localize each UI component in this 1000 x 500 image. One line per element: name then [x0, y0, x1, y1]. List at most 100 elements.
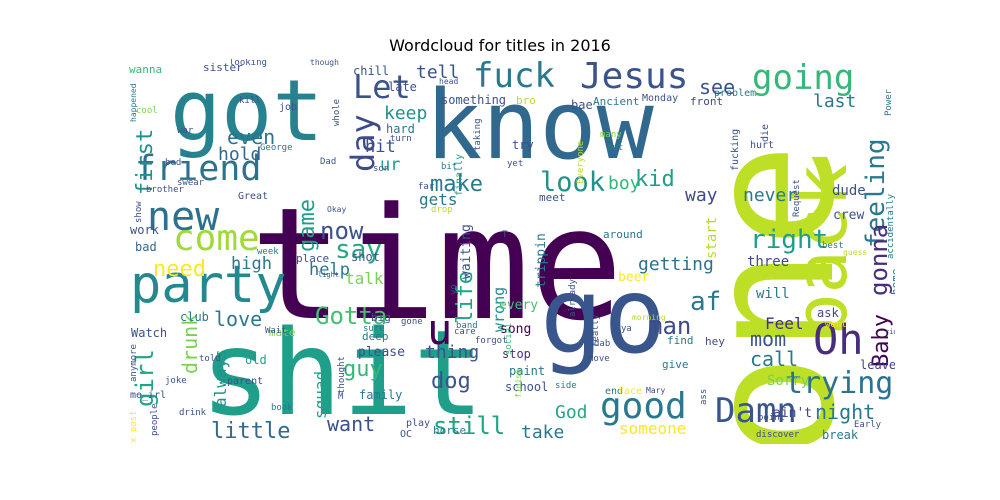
word-look: look	[540, 167, 606, 198]
word-around: around	[603, 228, 643, 241]
word-family: family	[359, 388, 403, 402]
word-die: die	[760, 123, 771, 142]
word-t: T	[502, 230, 508, 240]
word-watch: Watch	[131, 326, 168, 340]
word-damn: Damn	[715, 391, 797, 431]
word-hit: hit	[365, 137, 396, 157]
word-finish: finish	[514, 368, 523, 398]
word-mate: mate	[269, 326, 296, 339]
word-leave: leave	[860, 358, 895, 372]
word-something: something	[441, 93, 507, 107]
word-good: good	[600, 386, 687, 427]
word-come: come	[173, 218, 260, 259]
word-three: three	[747, 254, 790, 270]
word-best: best	[822, 241, 844, 251]
word-already: already	[568, 278, 578, 317]
word-song: song	[500, 322, 532, 337]
word-war: war	[177, 126, 194, 136]
word-someone: someone	[619, 419, 687, 438]
word-hey: hey	[705, 335, 725, 348]
word-me-irl: me_irl	[130, 390, 167, 401]
word-everyone: Everyone	[576, 140, 586, 185]
word-swear: swear	[177, 178, 205, 188]
word-dude: dude	[832, 183, 866, 199]
word-job: job	[279, 102, 298, 113]
word-party: party	[130, 255, 287, 315]
word-chill: chill	[353, 64, 390, 78]
word-gotta: Gotta	[315, 302, 388, 330]
word-book: book	[271, 403, 293, 413]
word-hold: hold	[218, 144, 262, 165]
word-little: little	[211, 419, 291, 444]
word-make: make	[430, 172, 483, 197]
word-parent: parent	[227, 376, 264, 387]
word-guy: guy	[343, 357, 383, 382]
word-son: son	[373, 164, 390, 174]
word-work: work	[130, 223, 159, 237]
word-say: say	[335, 235, 382, 265]
word-problem: problem	[714, 88, 757, 99]
word-crew: crew	[833, 208, 865, 223]
word-week: week	[257, 247, 279, 257]
word-yet: yet	[507, 159, 524, 169]
word-love: love	[214, 307, 263, 331]
word-got: got	[170, 62, 324, 161]
word-kid: kid	[635, 167, 675, 192]
word-side: side	[555, 381, 577, 391]
word-people: people	[150, 403, 160, 437]
word-put: put	[607, 143, 624, 153]
word-home: home	[889, 268, 895, 296]
word-forgot: forgot	[475, 336, 508, 346]
word-front: front	[690, 95, 724, 108]
word-want: want	[327, 412, 376, 436]
word-beer: beer	[618, 270, 650, 285]
word-hard: hard	[386, 122, 415, 136]
word-fucking: fucking	[730, 128, 741, 171]
word-whole: whole	[332, 98, 342, 126]
word-see: see	[699, 75, 736, 99]
word-know: know	[425, 71, 654, 181]
word-turn: turn	[390, 134, 412, 144]
word-going: going	[752, 59, 855, 98]
word-accidentally: accidentally	[886, 193, 895, 259]
word-oh: Oh	[813, 315, 864, 364]
word-late: late	[388, 80, 417, 94]
word-jesus: Jesus	[580, 59, 689, 97]
word-game: game	[295, 198, 320, 252]
word-start: start	[704, 216, 720, 259]
word-face: face	[618, 386, 643, 397]
word-though: though	[310, 59, 339, 67]
word-brother: brother	[146, 185, 184, 195]
word-bit: bit	[441, 162, 458, 172]
word-talk: talk	[345, 269, 384, 288]
word-night: night	[815, 400, 876, 424]
word-thing: thing	[425, 342, 480, 363]
word-place: place	[296, 252, 330, 265]
word-help: help	[309, 260, 350, 280]
word-wait: Wait	[265, 326, 287, 336]
word-new: new	[147, 194, 220, 240]
word-care: care	[454, 327, 476, 337]
word-mary: Mary	[646, 386, 666, 395]
word-school: school	[505, 380, 549, 394]
word-stop: stop	[502, 347, 531, 361]
word-af: af	[690, 287, 722, 317]
word-hurt: hurt	[750, 140, 775, 151]
word-finally: finally	[454, 153, 465, 196]
word-dog: dog	[431, 369, 471, 394]
word-happened: happened	[129, 83, 138, 123]
word-gone: gone	[401, 317, 423, 327]
word-cool: cool	[136, 106, 158, 116]
word-waiting: waiting	[459, 223, 474, 279]
word-getting: getting	[638, 254, 714, 275]
word-bad: bad	[135, 240, 157, 254]
word-bro: bro	[516, 94, 536, 107]
word-way: way	[685, 185, 718, 206]
word-ride: ride	[885, 328, 895, 336]
word-big: big	[371, 311, 391, 324]
word-gets: gets	[419, 190, 458, 209]
word-need: need	[153, 257, 206, 282]
word-yo: yo	[449, 283, 459, 295]
word-ask: ask	[817, 306, 839, 320]
word-guess: guess	[843, 248, 868, 257]
